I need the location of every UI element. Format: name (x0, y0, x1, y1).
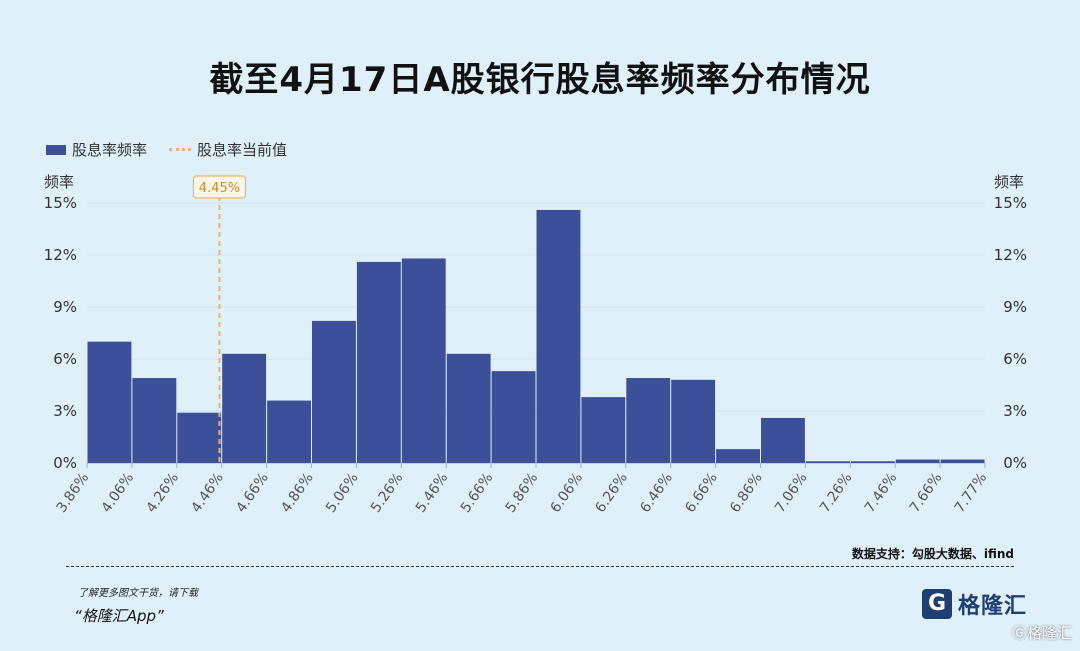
reference-label-box (192, 175, 247, 199)
bar (940, 459, 985, 463)
y-tick-label-left: 3% (53, 402, 77, 420)
bar (87, 341, 132, 463)
x-tick-label: 5.66% (458, 470, 497, 516)
data-source: 数据支持：勾股大数据、ifind (851, 547, 1014, 561)
watermark-corner: Ⓖ格隆汇 (1011, 624, 1072, 642)
bar (446, 353, 491, 463)
x-tick-label: 7.77% (952, 470, 991, 516)
x-tick-label: 7.46% (862, 470, 901, 516)
legend-label-bars: 股息率频率 (72, 141, 148, 159)
legend-swatch-bars (46, 144, 66, 155)
y-tick-label-right: 0% (1003, 454, 1027, 472)
x-tick-label: 6.46% (637, 470, 676, 516)
x-tick-label: 7.26% (817, 470, 856, 516)
grid-lines (87, 202, 985, 464)
promo-text: 了解更多图文干货，请下载 (78, 588, 198, 599)
promo-app-name: “格隆汇App” (74, 607, 164, 625)
bar (626, 378, 671, 463)
bar (805, 461, 850, 463)
reference-label: 4.45% (199, 181, 240, 196)
bar (132, 378, 177, 463)
x-tick-label: 4.26% (143, 470, 182, 516)
x-tick-label: 7.66% (907, 470, 946, 516)
bar (222, 353, 267, 463)
logo-g-icon: G (922, 589, 952, 619)
y-tick-label-left: 0% (53, 454, 77, 472)
x-tick-label: 5.46% (413, 470, 452, 516)
bar (850, 461, 895, 463)
bar (716, 449, 760, 463)
legend-swatch-reference (169, 148, 192, 151)
bar (312, 320, 356, 463)
x-tick-label: 6.26% (592, 470, 631, 516)
y-tick-label-right: 15% (994, 194, 1027, 212)
x-tick-label: 4.66% (233, 470, 272, 516)
y-tick-label-right: 3% (1003, 402, 1027, 420)
y-tick-label-right: 9% (1003, 298, 1027, 316)
x-tick-labels: 3.86% 4.06% 4.26% 4.46% 4.66% 4.86% 5.06% 5.26%… (54, 463, 991, 516)
bar (356, 261, 401, 463)
bar (401, 258, 446, 463)
y-tick-label-left: 15% (44, 194, 77, 212)
x-tick-label: 5.86% (503, 470, 542, 516)
bar (491, 371, 536, 463)
logo-name: 格隆汇 (958, 594, 1028, 619)
x-tick-label: 6.06% (548, 470, 587, 516)
y-tick-labels: 0% 0% 3% 3% 6% 6% 9% 9% 12% 12% 15% 15% (44, 194, 1027, 472)
x-tick-label: 4.86% (278, 470, 317, 516)
legend-label-reference: 股息率当前值 (197, 141, 288, 159)
bar (536, 209, 581, 463)
legend: 股息率频率 股息率当前值 (46, 139, 287, 160)
y-axis-label-left: 频率 (44, 173, 75, 191)
bar (581, 397, 626, 463)
bar (895, 459, 940, 463)
x-tick-label: 6.86% (727, 470, 766, 516)
x-tick-label: 5.06% (323, 470, 362, 516)
brand-logo: G 格隆汇 (922, 588, 1027, 620)
bar (761, 417, 805, 463)
chart-title: 截至4月17日A股银行股息率频率分布情况 (209, 60, 871, 100)
y-tick-label-left: 9% (53, 298, 77, 316)
y-tick-label-left: 12% (44, 246, 77, 264)
x-tick-label: 4.46% (188, 470, 227, 516)
divider (66, 566, 1014, 567)
y-tick-label-left: 6% (53, 350, 77, 368)
y-axis-label-right: 频率 (994, 173, 1025, 191)
y-tick-label-right: 12% (994, 246, 1027, 264)
bars (87, 209, 985, 463)
x-tick-label: 6.66% (682, 470, 721, 516)
reference-line-group: 4.45% (192, 175, 247, 463)
x-tick-label: 5.26% (368, 470, 407, 516)
x-tick-label: 3.86% (54, 470, 93, 516)
x-tick-label: 7.06% (772, 470, 811, 516)
bar (177, 412, 222, 463)
x-tick-label: 4.06% (99, 470, 138, 516)
bar (671, 379, 716, 463)
y-tick-label-right: 6% (1003, 350, 1027, 368)
bar (267, 400, 311, 463)
